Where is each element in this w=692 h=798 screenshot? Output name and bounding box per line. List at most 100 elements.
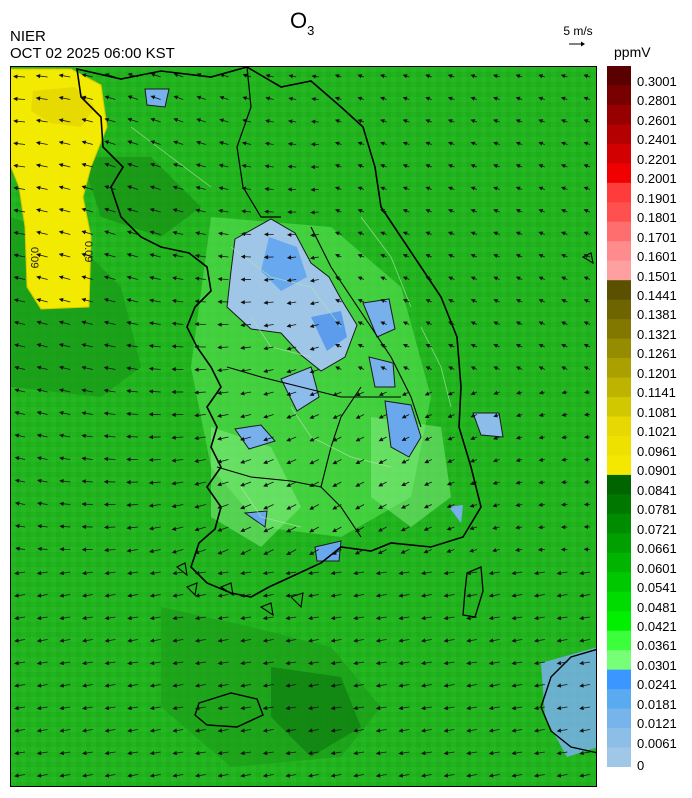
wind-vector-head	[447, 74, 453, 79]
wind-vector-head	[538, 276, 544, 281]
wind-vector-head	[104, 638, 110, 643]
wind-vector-head	[538, 343, 544, 348]
wind-vector-head	[240, 345, 245, 350]
wind-vector-head	[425, 141, 431, 146]
wind-vector-head	[148, 457, 154, 463]
wind-vector-head	[285, 750, 290, 756]
wind-vector-head	[59, 456, 64, 461]
wind-vector-head	[240, 505, 246, 510]
wind-vector-head	[561, 343, 566, 348]
colorbar-tick-label: 0.0841	[637, 482, 677, 498]
wind-vector-head	[334, 96, 340, 101]
wind-vector-head	[583, 74, 589, 79]
wind-vector-head	[424, 414, 430, 419]
wind-vector-head	[240, 615, 245, 621]
wind-vector-head	[511, 705, 516, 711]
wind-vector-head	[171, 503, 177, 509]
wind-vector-head	[240, 300, 245, 305]
wind-vector-head	[59, 410, 64, 416]
wind-vector-head	[265, 96, 271, 101]
wind-vector-head	[583, 209, 589, 214]
wind-vector-head	[375, 773, 381, 778]
wind-vector-head	[579, 683, 584, 688]
wind-vector-head	[148, 343, 154, 349]
wind-vector-head	[36, 773, 42, 778]
wind-vector-head	[560, 186, 566, 191]
wind-vector-head	[380, 366, 386, 371]
wind-vector-head	[493, 321, 499, 326]
wind-vector-head	[311, 74, 317, 79]
wind-vector-head	[534, 638, 539, 643]
colorbar-swatch	[607, 611, 631, 632]
wind-vector-head	[357, 186, 363, 191]
wind-vector-head	[262, 638, 268, 643]
wind-vector-head	[556, 773, 562, 778]
wind-vector-head	[443, 728, 449, 733]
colorbar-tick-label: 0.2001	[637, 171, 677, 187]
wind-vector-head	[264, 209, 269, 214]
wind-vector-head	[398, 570, 403, 576]
wind-vector-head	[262, 615, 268, 621]
colorbar-swatch	[607, 747, 631, 767]
wind-vector-head	[401, 437, 407, 441]
wind-vector-head	[330, 660, 336, 666]
wind-vector-head	[583, 231, 589, 236]
wind-vector-head	[104, 95, 110, 100]
province-boundary-south	[216, 466, 362, 538]
wind-vector-head	[149, 298, 154, 303]
wind-vector-head	[104, 140, 110, 145]
wind-vector-head	[81, 524, 87, 530]
colorbar-tick-label: 0.1801	[637, 210, 677, 225]
wind-vector-head	[488, 570, 494, 576]
wind-vector-head	[425, 231, 431, 236]
wind-vector-head	[515, 186, 521, 191]
wind-vector-head	[538, 231, 544, 236]
wind-vector-head	[262, 728, 268, 733]
wind-vector-head	[493, 164, 498, 169]
wind-vector-head	[556, 660, 562, 666]
wind-vector-head	[172, 570, 177, 576]
wind-vector-head	[195, 163, 201, 168]
wind-vector-head	[443, 660, 449, 666]
colorbar-tick-label: 0.0661	[637, 541, 677, 557]
wind-vector-head	[579, 750, 584, 756]
wind-vector-head	[330, 728, 336, 733]
wind-vector-head	[127, 615, 132, 621]
wind-vector-head	[172, 615, 177, 621]
wind-vector-head	[583, 524, 589, 530]
wind-vector-head	[511, 728, 516, 733]
wind-vector-head	[286, 482, 292, 487]
wind-vector-head	[172, 593, 177, 598]
wind-vector-head	[58, 207, 64, 213]
ozone-field-south-dark	[271, 667, 361, 757]
wind-vector-head	[309, 505, 315, 510]
wind-vector-head	[308, 660, 313, 666]
ozone-low-patch-busan	[449, 505, 463, 523]
wind-vector-head	[194, 550, 200, 555]
wind-vector-head	[58, 185, 64, 190]
wind-vector-head	[466, 705, 471, 711]
wind-vector-head	[515, 96, 521, 101]
wind-vector-head	[263, 391, 268, 396]
colorbar-swatch	[607, 513, 631, 534]
wind-vector-head	[355, 414, 361, 419]
wind-vector-head	[332, 392, 338, 397]
wind-vector-head	[579, 593, 584, 598]
wind-vector-head	[492, 480, 498, 485]
wind-vector-head	[402, 74, 408, 79]
wind-vector-head	[443, 773, 449, 778]
colorbar-swatch	[607, 533, 631, 554]
wind-vector-head	[470, 141, 476, 146]
wind-vector-head	[240, 391, 245, 396]
wind-vector-head	[515, 74, 521, 79]
wind-vector-head	[561, 435, 566, 440]
colorbar-swatch	[607, 104, 631, 125]
wind-vector-head	[240, 705, 245, 711]
colorbar-tick-label: 0.0241	[637, 677, 677, 693]
wind-vector-head	[104, 547, 109, 553]
wind-vector-head	[217, 459, 222, 464]
wind-vector-head	[81, 207, 87, 212]
wind-vector-head	[466, 683, 471, 688]
wind-vector-head	[81, 185, 87, 190]
wind-vector-head	[308, 773, 313, 778]
